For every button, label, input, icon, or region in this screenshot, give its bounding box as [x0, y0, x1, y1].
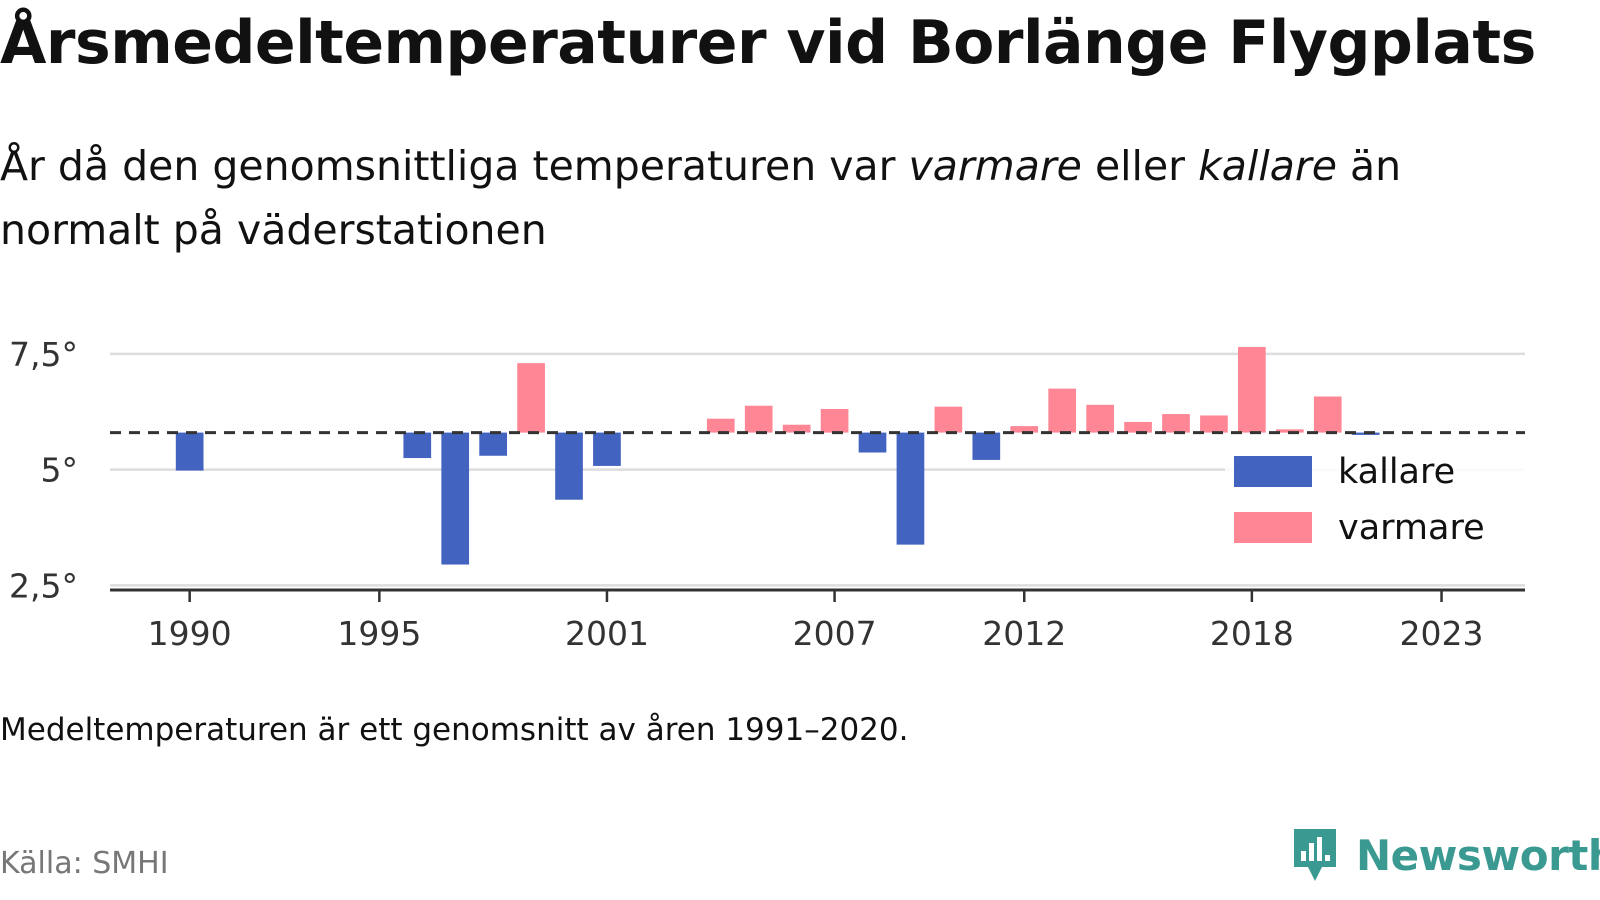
bars — [175, 346, 1380, 565]
bar-2015 — [1124, 421, 1152, 433]
source-text: Källa: SMHI — [0, 846, 169, 881]
y-tick-label: 5° — [41, 451, 79, 490]
legend-swatch-varmare — [1234, 512, 1312, 543]
bar-1998 — [479, 432, 507, 456]
x-axis: 1990 1995 2001 2007 2012 2018 2023 — [110, 588, 1525, 653]
bar-2012 — [1010, 426, 1039, 433]
bar-1996 — [403, 432, 432, 459]
bar-1999 — [517, 363, 545, 433]
footnote: Medeltemperaturen är ett genomsnitt av å… — [0, 712, 909, 748]
chart-subtitle: År då den genomsnittliga temperaturen va… — [0, 134, 1560, 262]
x-tick-label: 2001 — [565, 614, 649, 653]
bar-2013 — [1048, 388, 1077, 433]
subtitle-emphasis-kallare: kallare — [1198, 142, 1337, 190]
bar-2009 — [896, 432, 925, 545]
newsworthy-logo-icon — [1294, 829, 1336, 881]
bar-2011 — [972, 432, 1001, 460]
legend: kallare varmare — [1225, 450, 1525, 560]
x-tick-label: 2018 — [1210, 614, 1294, 653]
brand-logo: Newsworthy — [1290, 820, 1600, 890]
bar-2018 — [1238, 346, 1266, 433]
bar-2016 — [1162, 414, 1190, 433]
bar-2001 — [593, 432, 621, 466]
bar-2019 — [1275, 429, 1304, 433]
x-tick-label: 1995 — [337, 614, 421, 653]
subtitle-emphasis-varmare: varmare — [908, 142, 1082, 190]
bar-2005 — [744, 405, 773, 433]
x-tick-label: 2012 — [982, 614, 1066, 653]
x-tick-label: 2007 — [793, 614, 877, 653]
bar-2008 — [858, 432, 887, 453]
bar-2014 — [1086, 404, 1114, 433]
subtitle-text-3: än normalt på väderstationen — [0, 142, 1402, 254]
y-tick-label: 2,5° — [9, 566, 78, 605]
legend-label-varmare: varmare — [1338, 508, 1485, 548]
bar-2020 — [1313, 396, 1342, 433]
temperature-bar-chart: 2,5°5°7,5° 1990 1995 2001 2007 2012 2018 2023 … — [9, 335, 1525, 653]
x-tick-label: 1990 — [148, 614, 232, 653]
x-tick-label: 2023 — [1400, 614, 1484, 653]
grid-lines: 2,5° 5° 7,5° — [9, 335, 1525, 605]
chart-title: Årsmedeltemperaturer vid Borlänge Flygpl… — [0, 8, 1536, 78]
bar-2004 — [706, 418, 735, 433]
subtitle-text-2: eller — [1081, 142, 1199, 190]
bar-2017 — [1200, 415, 1228, 433]
bar-2006 — [782, 424, 811, 433]
bar-2007 — [820, 408, 849, 433]
y-tick-label: 7,5° — [9, 335, 78, 374]
subtitle-text-1: År då den genomsnittliga temperaturen va… — [0, 142, 909, 190]
legend-swatch-kallare — [1234, 456, 1312, 487]
bar-1997 — [441, 432, 470, 565]
legend-label-kallare: kallare — [1338, 452, 1455, 492]
bar-2000 — [555, 432, 583, 500]
bar-1990 — [175, 432, 204, 471]
brand-name: Newsworthy — [1356, 830, 1600, 880]
bar-2010 — [934, 406, 963, 433]
